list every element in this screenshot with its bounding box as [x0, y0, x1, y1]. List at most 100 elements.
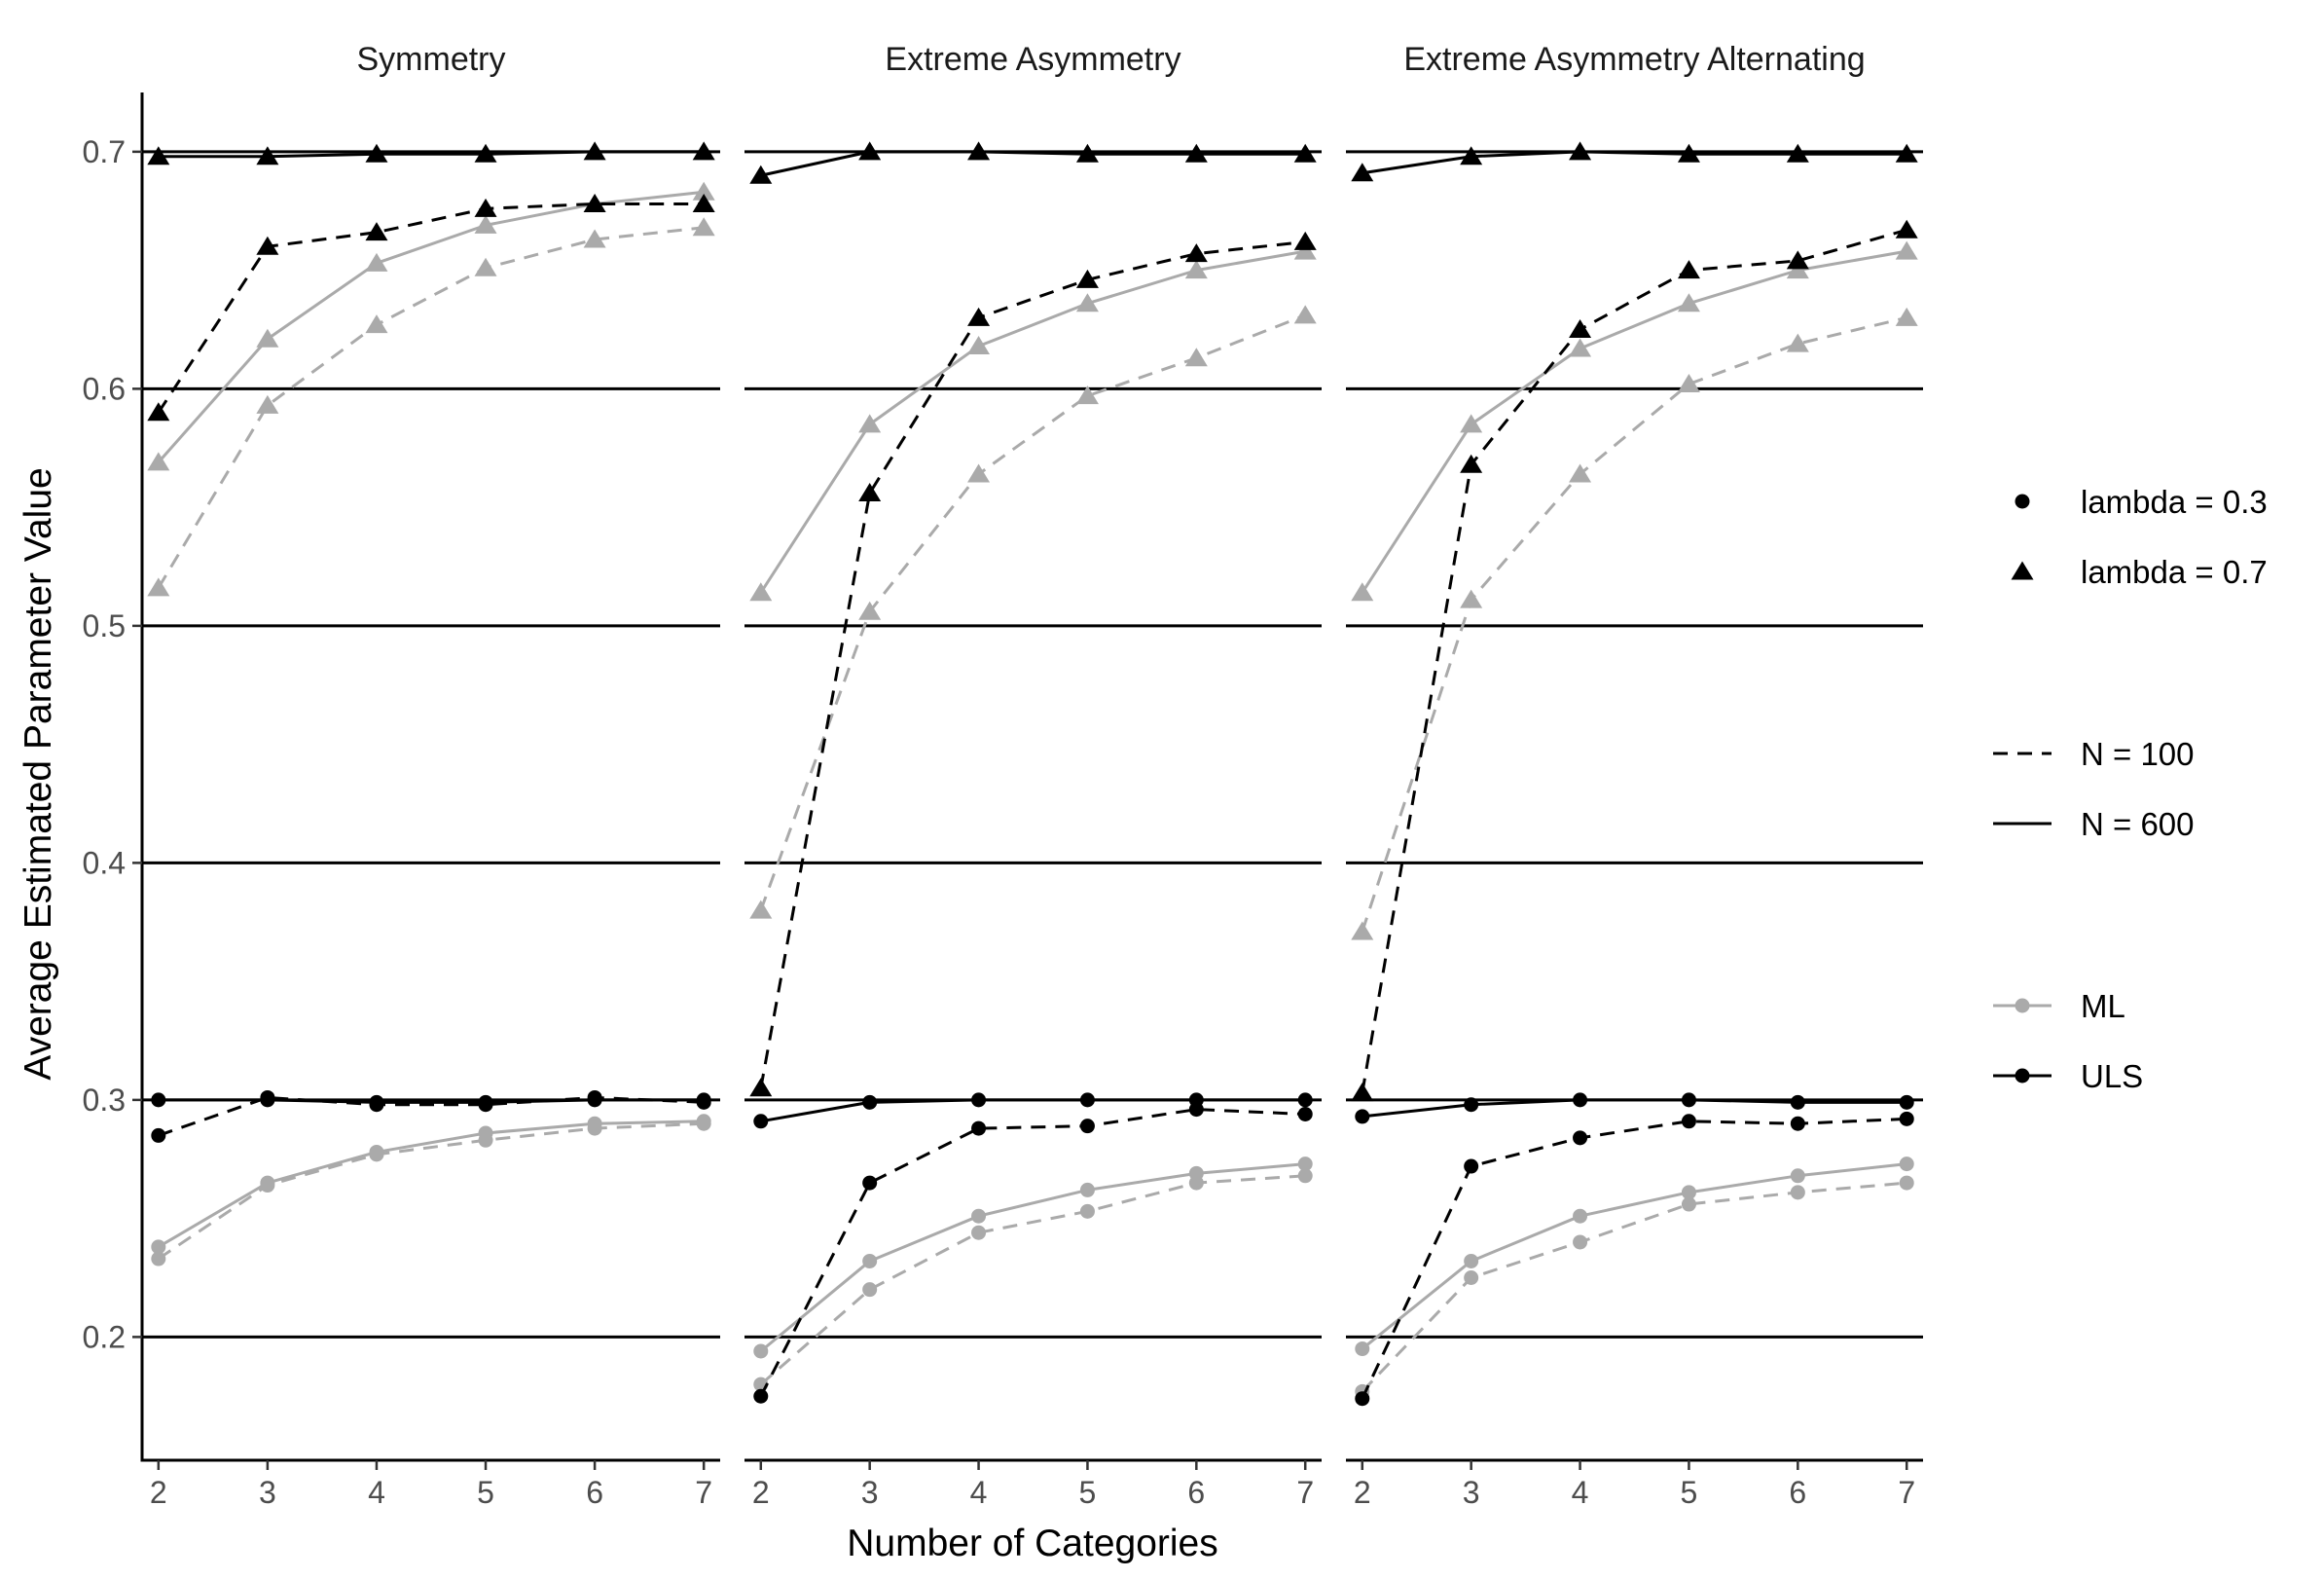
- x-tick-label: 3: [1463, 1475, 1480, 1510]
- series-uls-n600-lambda-0.3: [151, 1092, 711, 1110]
- series-uls-n600-lambda-0.7: [749, 141, 1317, 184]
- data-point: [1079, 1092, 1095, 1108]
- y-tick-label: 0.5: [83, 608, 126, 643]
- x-tick-label: 2: [150, 1475, 167, 1510]
- series-uls-n100-lambda-0.3: [151, 1089, 711, 1143]
- data-point: [587, 1120, 602, 1136]
- data-point: [1899, 1111, 1914, 1126]
- data-point: [151, 1127, 166, 1143]
- data-point: [1899, 1175, 1914, 1191]
- series-ml-n600-lambda-0.3: [1355, 1157, 1914, 1357]
- data-point: [753, 1343, 769, 1359]
- data-point: [967, 307, 991, 326]
- data-point: [474, 257, 497, 276]
- data-point: [151, 1251, 166, 1267]
- panel-3: Extreme Asymmetry Alternating: [1346, 41, 1923, 1407]
- series-line: [759, 313, 1306, 911]
- data-point: [151, 1239, 166, 1255]
- data-point: [365, 143, 388, 163]
- data-point: [749, 165, 773, 184]
- data-point: [1677, 260, 1700, 279]
- triangle-icon: [2011, 561, 2034, 580]
- legend-item-triangle: lambda = 0.7: [2011, 554, 2268, 590]
- data-point: [1184, 143, 1208, 163]
- data-point: [1895, 219, 1918, 239]
- data-point: [862, 1282, 878, 1298]
- panel-title: Extreme Asymmetry Alternating: [1403, 41, 1865, 78]
- series-line: [1361, 228, 1907, 1093]
- x-tick-label: 6: [586, 1475, 603, 1510]
- data-point: [365, 222, 388, 241]
- data-point: [1677, 293, 1700, 312]
- data-point: [1460, 589, 1483, 608]
- point-icon: [2015, 1068, 2030, 1083]
- data-point: [692, 181, 715, 201]
- x-tick-label: 5: [477, 1475, 494, 1510]
- data-point: [967, 141, 991, 161]
- data-point: [1351, 1083, 1374, 1102]
- data-point: [1075, 269, 1099, 288]
- data-point: [1184, 348, 1208, 367]
- data-point: [1681, 1092, 1696, 1108]
- y-tick-label: 0.4: [83, 845, 126, 880]
- data-point: [1351, 921, 1374, 940]
- data-point: [971, 1092, 987, 1108]
- data-point: [1790, 1094, 1805, 1110]
- data-point: [967, 463, 991, 483]
- series-line: [157, 190, 705, 463]
- data-point: [862, 1094, 878, 1110]
- data-point: [1460, 454, 1483, 473]
- series-uls-n600-lambda-0.7: [147, 141, 715, 165]
- x-tick-label: 6: [1187, 1475, 1205, 1510]
- data-point: [1573, 1234, 1588, 1250]
- x-tick-label: 2: [1354, 1475, 1371, 1510]
- data-point: [971, 1208, 987, 1224]
- series-line: [759, 239, 1306, 1088]
- data-point: [1297, 1157, 1313, 1172]
- y-axis-title: Average Estimated Parameter Value: [18, 467, 59, 1080]
- data-point: [1569, 463, 1592, 483]
- series-ml-n600-lambda-0.7: [1351, 240, 1918, 602]
- data-point: [692, 193, 715, 212]
- data-point: [1188, 1102, 1204, 1118]
- series-line: [760, 150, 1306, 177]
- x-tick-label: 3: [259, 1475, 276, 1510]
- data-point: [1079, 1182, 1095, 1197]
- series-uls-n100-lambda-0.3: [1355, 1111, 1914, 1407]
- data-point: [858, 483, 882, 502]
- data-point: [474, 214, 497, 234]
- series-line: [759, 249, 1306, 594]
- series-line: [1362, 150, 1907, 175]
- x-tick-label: 7: [1898, 1475, 1915, 1510]
- data-point: [692, 141, 715, 161]
- data-point: [971, 1225, 987, 1240]
- data-point: [1464, 1270, 1479, 1286]
- data-point: [1079, 1119, 1095, 1134]
- data-point: [478, 1132, 493, 1148]
- series-line: [1361, 315, 1907, 933]
- data-point: [1293, 231, 1317, 250]
- data-point: [369, 1097, 384, 1113]
- data-point: [1677, 143, 1700, 163]
- series-uls-n100-lambda-0.3: [753, 1102, 1313, 1404]
- data-point: [1790, 1185, 1805, 1200]
- data-point: [753, 1114, 769, 1129]
- series-ml-n600-lambda-0.7: [749, 240, 1317, 602]
- series-line: [760, 1098, 1306, 1123]
- data-point: [1681, 1185, 1696, 1200]
- data-point: [1786, 250, 1809, 270]
- data-point: [1297, 1092, 1313, 1108]
- y-tick-label: 0.3: [83, 1083, 126, 1118]
- circle-icon: [2015, 494, 2030, 509]
- data-point: [147, 146, 170, 165]
- legend-item-uls: ULS: [1993, 1058, 2143, 1094]
- data-point: [1355, 1391, 1370, 1407]
- series-ml-n100-lambda-0.7: [147, 217, 715, 597]
- x-tick-label: 6: [1789, 1475, 1806, 1510]
- data-point: [478, 1097, 493, 1113]
- data-point: [1786, 333, 1809, 352]
- data-point: [147, 402, 170, 422]
- point-icon: [2015, 998, 2030, 1013]
- data-point: [256, 236, 279, 255]
